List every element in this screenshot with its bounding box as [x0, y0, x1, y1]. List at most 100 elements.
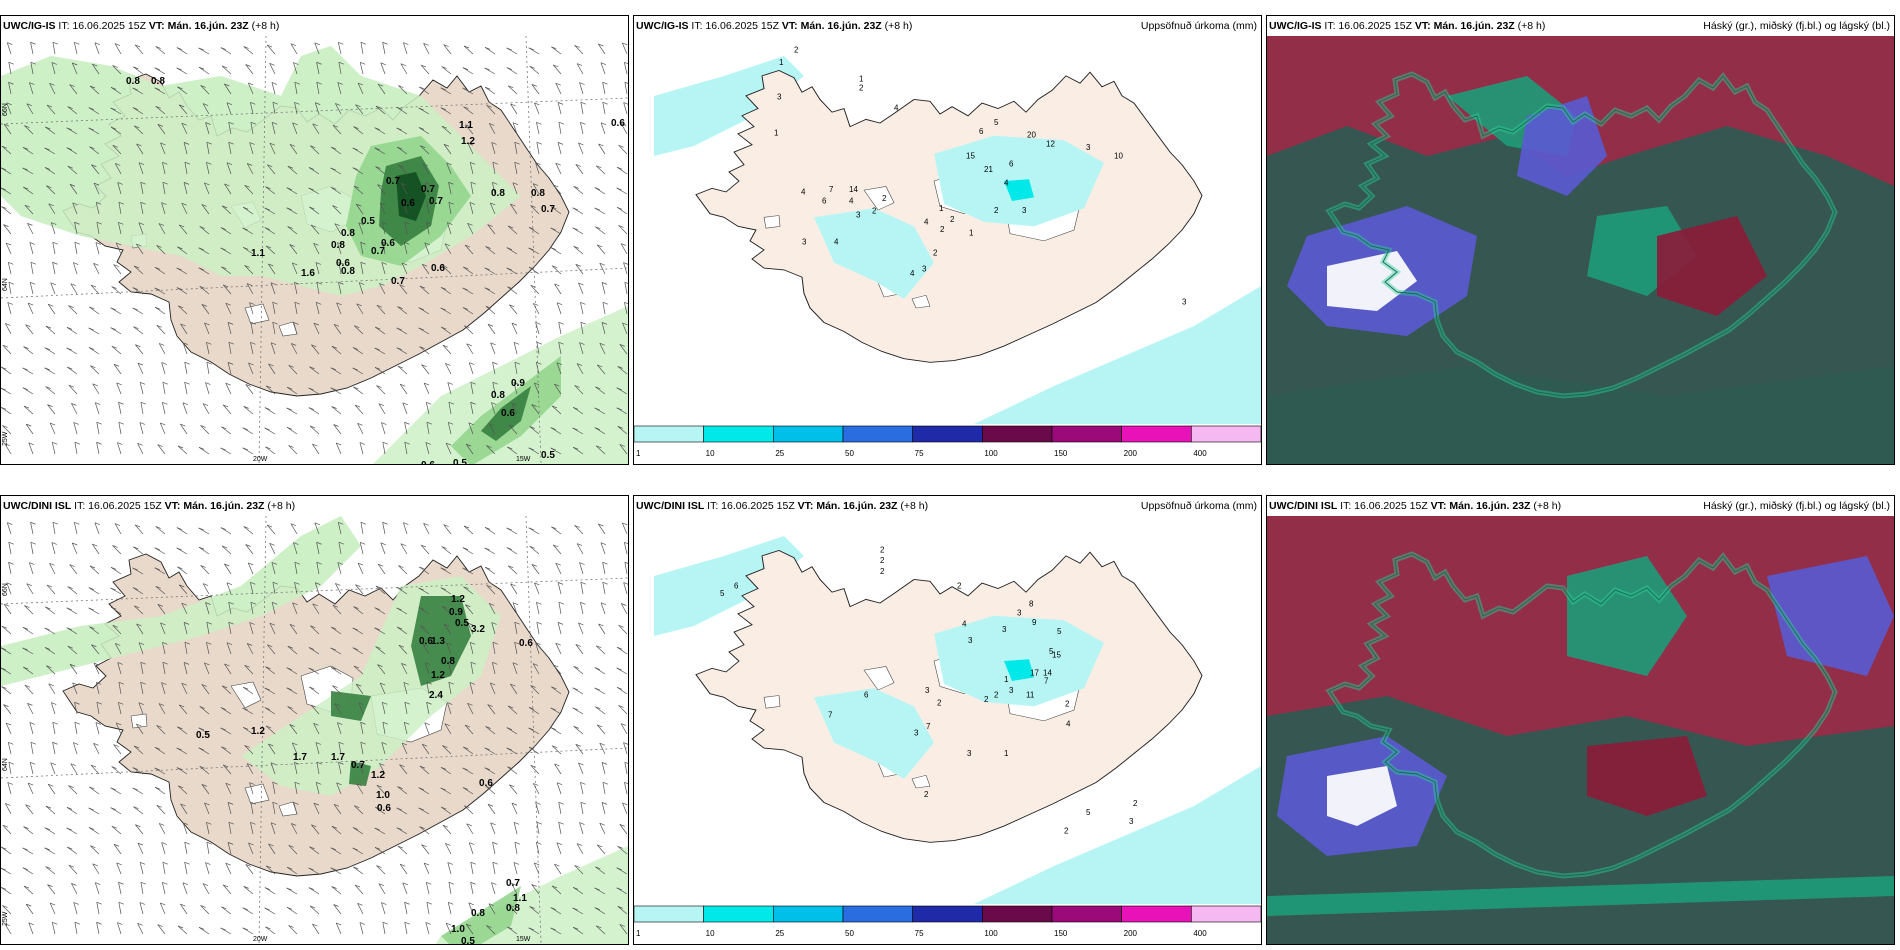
wind-barb	[73, 422, 78, 435]
wind-barb	[624, 62, 628, 75]
wind-barb	[595, 386, 606, 395]
wind-barb	[555, 643, 562, 655]
glacier-outline	[763, 215, 781, 229]
wind-barb	[332, 205, 342, 215]
wind-barb	[228, 822, 232, 835]
wind-barb	[25, 423, 34, 435]
wind-barb	[484, 46, 496, 55]
wind-barb	[551, 405, 562, 415]
wind-barb	[535, 322, 540, 335]
wind-barb	[486, 585, 496, 595]
wind-barb-flag	[140, 881, 147, 885]
wind-barb	[510, 583, 518, 595]
wind-barb	[333, 424, 342, 435]
wind-barb-flag	[110, 107, 116, 111]
wind-barb	[621, 42, 628, 55]
wind-barb-flag	[446, 162, 452, 166]
wind-barb	[558, 342, 562, 355]
wind-barb-flag	[113, 843, 120, 847]
wind-barb	[491, 142, 496, 155]
wind-barb-flag	[226, 162, 233, 165]
wind-barb-flag	[535, 642, 541, 645]
wind-barb-flag	[93, 742, 99, 746]
wind-barb	[312, 923, 320, 935]
wind-barb-flag	[243, 526, 249, 529]
wind-barb-flag	[228, 621, 234, 625]
wind-barb	[92, 543, 100, 555]
wind-barb	[466, 343, 474, 355]
wind-barb	[377, 83, 386, 95]
wind-barb	[132, 107, 144, 115]
wind-barb	[94, 42, 100, 55]
wind-barb-flag	[176, 67, 182, 71]
wind-barb	[381, 262, 386, 275]
wind-barb-flag	[556, 302, 563, 305]
wind-barb	[244, 745, 254, 755]
wind-barb-flag	[378, 403, 384, 407]
wind-barb	[162, 642, 166, 655]
wind-barb-flag	[355, 104, 361, 107]
wind-barbs	[1, 41, 628, 455]
wind-barb	[616, 686, 628, 695]
precip-overland	[814, 615, 1104, 779]
wind-barb	[71, 542, 78, 555]
wind-barb	[288, 925, 298, 935]
wind-barb-flag	[507, 705, 514, 709]
wind-barb-flag	[265, 245, 272, 249]
wind-barb-flag	[88, 827, 95, 830]
wind-barb	[118, 902, 122, 915]
wind-barb-flag	[26, 103, 32, 107]
wind-barb-flag	[114, 43, 121, 46]
wind-barb-flag	[508, 565, 514, 569]
wind-barb-flag	[70, 763, 76, 767]
wind-barb	[201, 204, 210, 215]
wind-barb	[310, 704, 320, 715]
precip-value-label: 0.8	[491, 188, 505, 199]
wind-barb-flag	[88, 327, 94, 331]
wind-barb	[512, 602, 518, 615]
wind-barb	[47, 783, 56, 795]
wind-barb	[443, 524, 452, 535]
precip-value-label: 2	[882, 194, 887, 203]
wind-barb	[286, 906, 298, 915]
wind-barb-flag	[22, 627, 29, 630]
wind-barb	[29, 722, 34, 735]
colorbar-tick-label: 150	[1054, 449, 1068, 458]
wind-barb-flag	[579, 342, 585, 345]
model-name: UWC/IG-IS	[1269, 20, 1322, 32]
wind-barb	[511, 802, 518, 815]
wind-barb	[353, 606, 364, 615]
wind-barb	[139, 382, 144, 395]
wind-barb	[381, 422, 386, 435]
precip-shade	[411, 596, 471, 686]
wind-barb	[374, 806, 386, 815]
wind-barb-flag	[360, 241, 366, 245]
wind-barb	[468, 902, 474, 915]
wind-barb-flag	[1, 647, 6, 651]
precip-shade	[481, 386, 531, 441]
wind-barb-flag	[264, 407, 271, 410]
precip-value-label: 3	[777, 92, 782, 101]
wind-barb	[551, 206, 562, 215]
wind-barb-flag	[507, 766, 513, 770]
wind-barb-flag	[553, 64, 559, 68]
wind-barb-flag	[401, 183, 407, 186]
wind-barb-flag	[269, 542, 275, 546]
wind-barb	[243, 46, 254, 55]
wind-barb-flag	[313, 802, 320, 806]
wind-barb-flag	[132, 767, 138, 770]
wind-barb-flag	[442, 745, 448, 748]
wind-barb-flag	[618, 705, 624, 708]
wind-barb-flag	[550, 247, 557, 250]
wind-barb-flag	[135, 524, 141, 528]
precip-value-label: 1.6	[301, 268, 315, 279]
precip-value-label: 4	[1004, 179, 1009, 188]
wind-barb-flag	[554, 863, 560, 867]
wind-barb	[200, 905, 210, 915]
wind-barb	[403, 722, 408, 735]
wind-barb-flag	[310, 704, 317, 708]
wind-barb-flag	[531, 564, 537, 567]
colorbar-swatch	[912, 905, 983, 923]
wind-barb-flag	[24, 125, 30, 128]
wind-barb-flag	[594, 907, 601, 910]
